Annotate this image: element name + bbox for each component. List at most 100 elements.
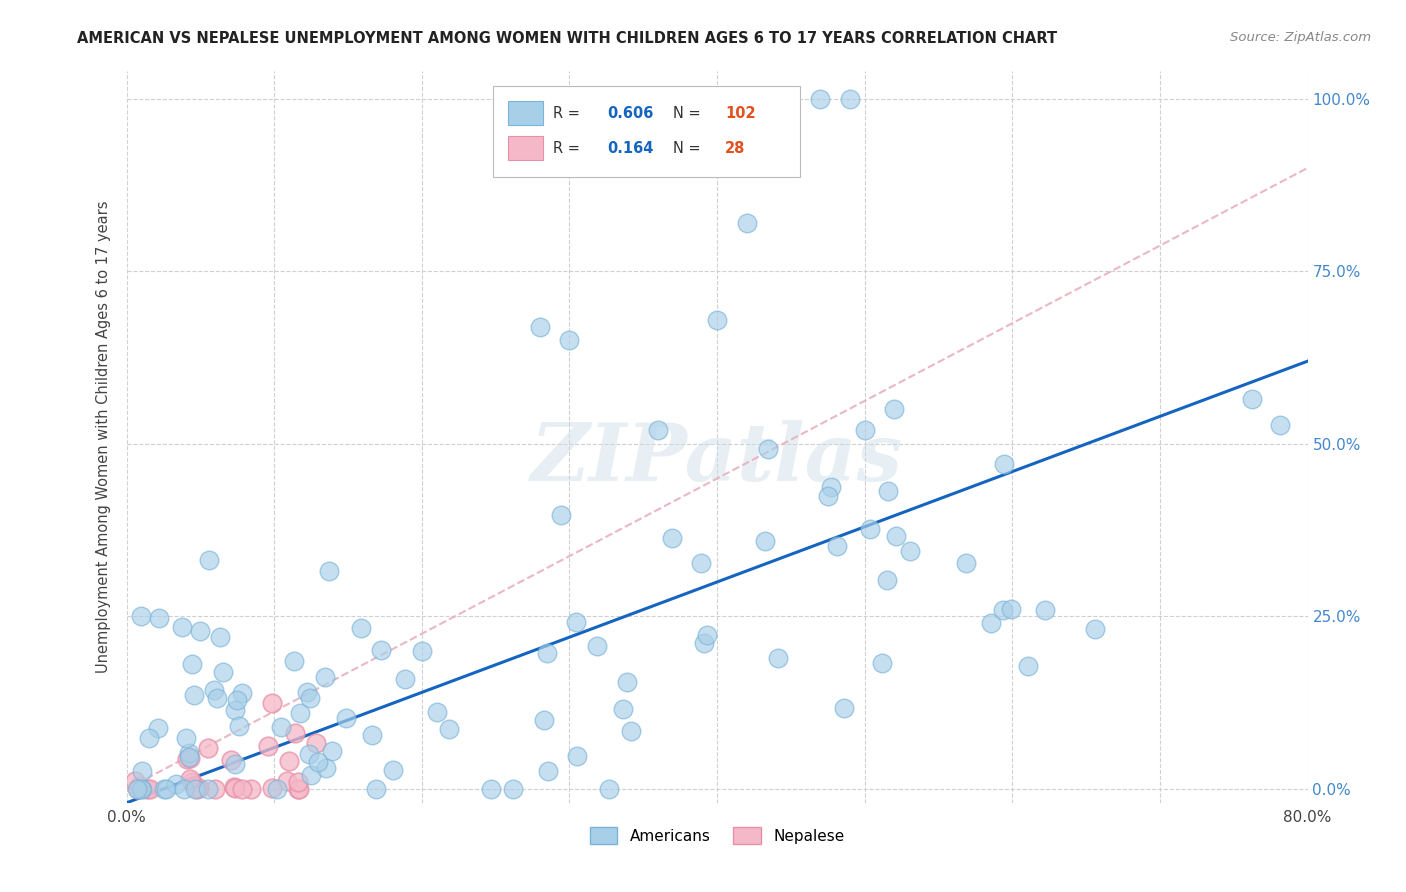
Point <box>152 782 174 797</box>
Point <box>231 686 253 700</box>
Point <box>284 726 307 740</box>
Point <box>299 690 322 705</box>
Point <box>437 723 460 737</box>
Point <box>1017 658 1039 673</box>
Point <box>148 610 170 624</box>
Point <box>411 644 433 658</box>
Point <box>502 782 524 797</box>
Point <box>598 782 620 797</box>
Point <box>898 544 921 558</box>
Point <box>256 739 278 753</box>
Point <box>204 782 226 797</box>
Point <box>224 780 246 795</box>
Point <box>276 774 298 789</box>
Point <box>172 620 194 634</box>
Point <box>260 780 283 795</box>
Point <box>350 621 373 635</box>
Point <box>179 751 201 765</box>
Point <box>224 780 246 794</box>
Point <box>426 705 449 719</box>
Point <box>165 777 187 791</box>
Point <box>179 746 201 760</box>
Point <box>616 675 638 690</box>
Point <box>278 755 301 769</box>
Point <box>298 747 321 761</box>
Point <box>382 763 405 777</box>
Point <box>231 782 253 797</box>
Text: N =: N = <box>673 105 706 120</box>
Point <box>661 531 683 545</box>
Point <box>612 702 634 716</box>
Point <box>370 643 392 657</box>
Bar <box>508 136 544 160</box>
Point <box>226 692 249 706</box>
Point <box>394 673 416 687</box>
Point <box>139 782 162 797</box>
Point <box>537 764 560 778</box>
Point <box>335 711 357 725</box>
Point <box>183 781 205 796</box>
Point <box>825 539 848 553</box>
Point <box>620 724 643 739</box>
Point <box>756 442 779 457</box>
Point <box>536 646 558 660</box>
Point <box>321 744 343 758</box>
Point <box>131 764 153 778</box>
Point <box>565 748 588 763</box>
Point <box>221 752 243 766</box>
Text: 28: 28 <box>725 141 745 156</box>
Point <box>287 782 309 797</box>
Point <box>127 782 149 797</box>
Point <box>993 457 1015 471</box>
Point <box>266 782 288 797</box>
Point <box>754 534 776 549</box>
Point <box>533 713 555 727</box>
Point <box>295 685 318 699</box>
Point <box>820 480 842 494</box>
Point <box>125 782 148 797</box>
Point <box>1270 418 1292 433</box>
Point <box>186 782 208 797</box>
Point <box>209 630 232 644</box>
Point <box>131 782 153 797</box>
Point <box>197 782 219 797</box>
Point <box>129 609 153 624</box>
Point <box>318 565 340 579</box>
Point <box>197 740 219 755</box>
Y-axis label: Unemployment Among Women with Children Ages 6 to 17 years: Unemployment Among Women with Children A… <box>96 201 111 673</box>
Point <box>991 603 1014 617</box>
Point <box>706 312 728 326</box>
Point <box>304 736 326 750</box>
Point <box>287 775 309 789</box>
Point <box>364 782 387 797</box>
Point <box>260 697 283 711</box>
Point <box>859 522 882 536</box>
Point <box>224 757 246 772</box>
Point <box>1083 622 1105 636</box>
Legend: Americans, Nepalese: Americans, Nepalese <box>583 822 851 850</box>
Text: Source: ZipAtlas.com: Source: ZipAtlas.com <box>1230 31 1371 45</box>
Point <box>529 319 551 334</box>
Point <box>128 779 150 793</box>
Text: 0.606: 0.606 <box>607 105 654 120</box>
Point <box>689 556 711 570</box>
Point <box>766 651 789 665</box>
Point <box>187 780 209 795</box>
Point <box>479 782 502 797</box>
Point <box>314 670 336 684</box>
Text: R =: R = <box>553 141 585 156</box>
Point <box>853 423 876 437</box>
Point <box>240 782 263 797</box>
Point <box>270 720 292 734</box>
Point <box>228 719 250 733</box>
Point <box>290 706 312 720</box>
Point <box>179 749 201 764</box>
Point <box>876 574 898 588</box>
Text: 102: 102 <box>725 105 756 120</box>
Point <box>181 775 204 789</box>
Point <box>872 656 894 670</box>
Point <box>287 782 309 797</box>
Point <box>136 782 159 797</box>
Point <box>565 615 588 629</box>
Point <box>190 624 212 639</box>
